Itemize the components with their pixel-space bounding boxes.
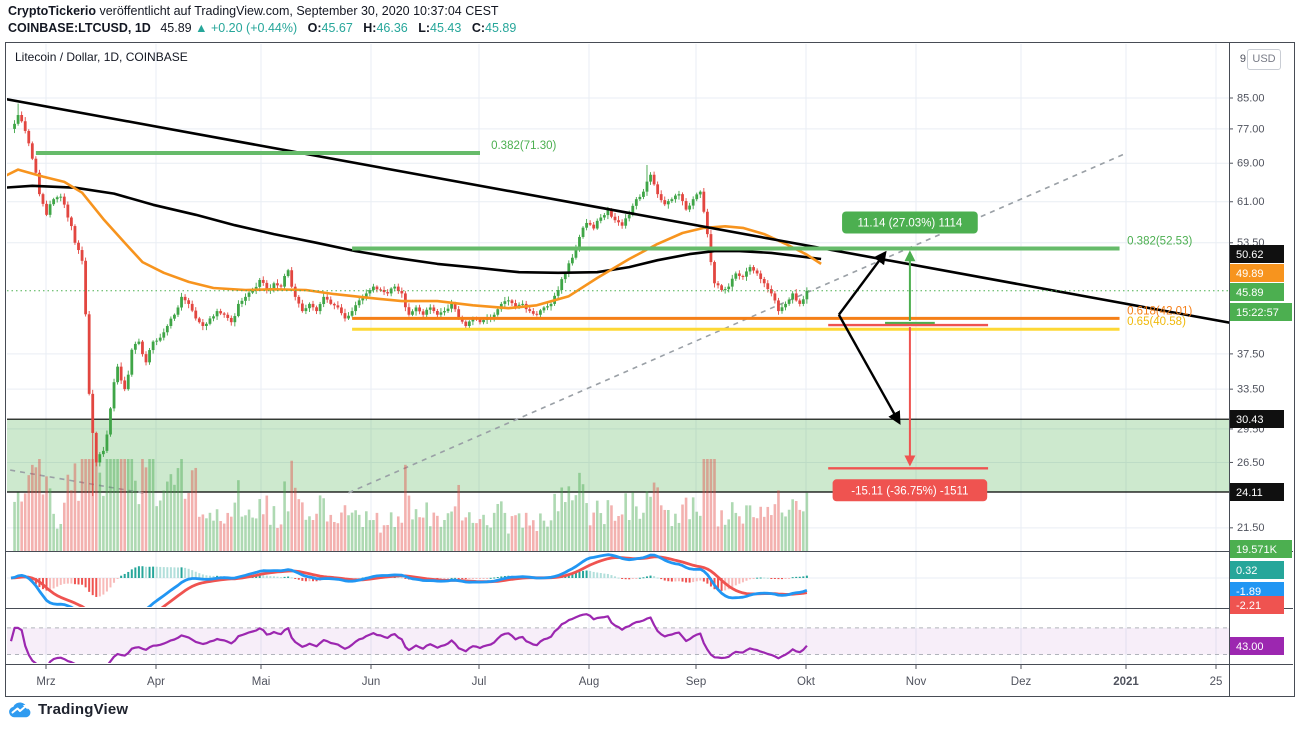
- chart-legend[interactable]: Litecoin / Dollar, 1D, COINBASE: [15, 50, 188, 64]
- descending-trendline: [7, 97, 1229, 324]
- tradingview-logo[interactable]: TradingView: [8, 701, 128, 718]
- price-axis-badge: 24.11: [1230, 483, 1284, 501]
- price-axis-badge: 19.571K: [1230, 540, 1292, 558]
- time-axis-label: Apr: [147, 676, 165, 688]
- badge-text: 0.32: [1236, 565, 1257, 577]
- price-axis-badge: 30.43: [1230, 410, 1284, 428]
- low-label: L:: [418, 21, 431, 35]
- price-axis-badge: 50.62: [1230, 245, 1284, 263]
- price-axis-badge: -1.89: [1230, 582, 1284, 600]
- badge-text: 49.89: [1236, 268, 1264, 280]
- price-axis-tick: 37.50: [1237, 348, 1265, 360]
- macd-lines: [10, 553, 808, 607]
- price-axis-tick: 69.00: [1237, 158, 1265, 170]
- annotation-arrows[interactable]: [837, 250, 901, 425]
- time-axis-label: Mai: [252, 676, 271, 688]
- price-axis-tick: 33.50: [1237, 384, 1265, 396]
- fib-level-label: 0.618(42.01): [1127, 305, 1192, 317]
- high-value: 46.36: [376, 21, 408, 35]
- badge-text: 19.571K: [1236, 544, 1278, 556]
- rsi-pane: [7, 613, 1229, 663]
- price-axis-tick: 61.00: [1237, 196, 1265, 208]
- open-label: O:: [307, 21, 322, 35]
- author-name: CryptoTickerio: [8, 4, 96, 18]
- badge-text: 15:22:57: [1236, 307, 1279, 319]
- badge-text: 24.11: [1236, 487, 1263, 499]
- price-change: +0.20 (+0.44%): [210, 21, 298, 35]
- badge-text: -1.89: [1236, 586, 1261, 598]
- time-axis-label: Jul: [472, 676, 487, 688]
- price-axis-tick: 26.50: [1237, 457, 1265, 469]
- measure-up-arrow[interactable]: 11.14 (27.03%) 1114: [842, 211, 978, 325]
- badge-text: 43.00: [1236, 641, 1264, 653]
- volume-bars: [13, 459, 809, 551]
- chart-frame: 0.382(71.30) 0.382(52.53) 0.618(42.01) 0.65…: [5, 42, 1295, 697]
- pane-separators: [6, 43, 1293, 696]
- time-axis-label: Dez: [1011, 676, 1032, 688]
- price-axis-tick: 21.50: [1237, 522, 1265, 534]
- badge-text: 50.62: [1236, 249, 1264, 261]
- byline: CryptoTickerio veröffentlicht auf Tradin…: [8, 4, 499, 18]
- moving-averages: [7, 168, 822, 310]
- time-axis-label: Mrz: [36, 676, 55, 688]
- measure-label: 11.14 (27.03%) 1114: [857, 218, 962, 230]
- price-axis-badge: 43.00: [1230, 637, 1284, 655]
- price-axis-badge: 15:22:57: [1230, 303, 1292, 321]
- last-price: 45.89: [160, 21, 192, 35]
- currency-toggle-button[interactable]: USD: [1247, 49, 1281, 70]
- price-axis-badge: -2.21: [1230, 596, 1284, 614]
- badge-text: 45.89: [1236, 287, 1264, 299]
- badge-text: 30.43: [1236, 414, 1264, 426]
- price-axis-tick: 77.00: [1237, 123, 1265, 135]
- gridlines: [7, 44, 1229, 664]
- price-axis-badge: 0.32: [1230, 561, 1284, 579]
- dashed-trendlines: [7, 152, 1127, 495]
- measure-label: -15.11 (-36.75%) -1511: [851, 485, 968, 497]
- time-axis[interactable]: Mrz Apr Mai Jun Jul Aug Sep Okt Nov Dez 2021 25: [36, 664, 1222, 688]
- time-axis-label: Nov: [906, 676, 927, 688]
- badge-text: -2.21: [1236, 600, 1261, 612]
- fib-level-label: 0.382(71.30): [491, 140, 556, 152]
- tradingview-cloud-icon: [9, 701, 31, 717]
- price-axis-badge: 45.89: [1230, 283, 1284, 301]
- time-axis-label: Sep: [686, 676, 706, 688]
- fib-level-label: 0.65(40.58): [1127, 316, 1186, 328]
- price-axis-badge: 49.89: [1230, 264, 1284, 282]
- time-axis-label: Okt: [797, 676, 816, 688]
- symbol-name[interactable]: COINBASE:LTCUSD, 1D: [8, 21, 151, 35]
- price-axis-tick: 85.00: [1237, 92, 1265, 104]
- low-value: 45.43: [430, 21, 462, 35]
- support-zone: [7, 418, 1229, 493]
- fib-level-label: 0.382(52.53): [1127, 236, 1192, 248]
- close-label: C:: [471, 21, 486, 35]
- close-value: 45.89: [485, 21, 517, 35]
- byline-text: veröffentlicht auf TradingView.com, Sept…: [96, 4, 499, 18]
- time-axis-label: Jun: [362, 676, 381, 688]
- open-value: 45.67: [321, 21, 353, 35]
- tradingview-wordmark: TradingView: [38, 701, 129, 718]
- fib-levels: 0.382(71.30) 0.382(52.53) 0.618(42.01)0.65…: [35, 140, 1192, 331]
- time-axis-label: 2021: [1113, 676, 1139, 688]
- symbol-info-bar: COINBASE:LTCUSD, 1D 45.89 ▲ +0.20 (+0.44…: [8, 21, 516, 35]
- high-label: H:: [363, 21, 377, 35]
- chart-canvas[interactable]: 0.382(71.30) 0.382(52.53) 0.618(42.01)0.65…: [6, 43, 1294, 696]
- measure-down-arrow[interactable]: -15.11 (-36.75%) -1511: [828, 323, 989, 502]
- time-axis-label: 25: [1210, 676, 1223, 688]
- price-axis-top-label: 9: [1239, 53, 1246, 65]
- time-axis-label: Aug: [579, 676, 599, 688]
- change-arrow-icon: ▲: [195, 21, 208, 35]
